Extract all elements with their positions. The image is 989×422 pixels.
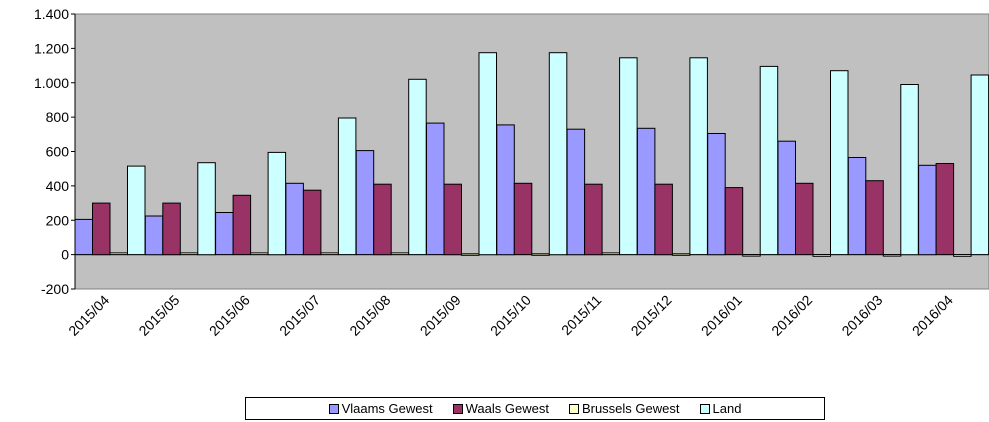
bar — [320, 252, 339, 256]
bar — [882, 254, 902, 257]
bar — [707, 133, 726, 256]
y-tick-label: 800 — [46, 109, 70, 125]
x-axis: 2015/04 2015/05 2015/06 2015/07 2015/08 2015/… — [65, 292, 956, 339]
x-tick-label: 2015/06 — [206, 292, 253, 339]
legend: Vlaams Gewest Waals Gewest Brussels Gewe… — [245, 397, 825, 420]
bar — [127, 165, 146, 256]
bar — [426, 122, 445, 256]
bar — [179, 252, 199, 256]
bar — [619, 57, 638, 256]
bar — [109, 252, 128, 256]
bar — [250, 252, 269, 256]
bar — [162, 202, 181, 256]
x-tick-label: 2015/10 — [487, 292, 534, 339]
bar — [566, 128, 586, 256]
bar — [812, 254, 831, 257]
x-tick-label: 2015/08 — [346, 292, 393, 339]
bar — [390, 252, 410, 256]
bar — [935, 163, 955, 256]
bar — [92, 202, 111, 256]
bar — [373, 183, 392, 256]
legend-item: Land — [699, 401, 742, 416]
y-tick-label: -200 — [41, 281, 69, 297]
legend-swatch-vlaams — [328, 403, 339, 414]
legend-swatch-waals — [452, 403, 463, 414]
bar — [918, 164, 937, 256]
bar — [724, 187, 744, 256]
legend-label-land: Land — [712, 401, 742, 416]
x-tick-label: 2015/11 — [558, 292, 605, 339]
bar — [144, 215, 164, 256]
bar — [531, 253, 550, 256]
legend-item: Vlaams Gewest — [328, 401, 433, 416]
bar — [970, 74, 989, 256]
bar — [197, 162, 216, 256]
bar — [232, 194, 252, 256]
y-tick-label: 400 — [46, 178, 70, 194]
bar — [408, 78, 427, 256]
bar — [496, 124, 515, 256]
bar — [654, 183, 673, 256]
bar — [443, 183, 462, 256]
bar — [689, 57, 708, 256]
bar — [847, 157, 867, 256]
x-tick-label: 2015/04 — [65, 292, 112, 339]
y-axis: -200 0 200 400 600 800 1.000 1.200 1.400 — [34, 6, 989, 297]
y-tick-label: 200 — [46, 212, 70, 228]
bar — [302, 189, 322, 256]
y-tick-label: 1.200 — [34, 40, 69, 56]
x-tick-label: 2015/05 — [135, 292, 182, 339]
legend-label-waals: Waals Gewest — [465, 401, 549, 416]
bar — [865, 180, 884, 256]
bar — [337, 117, 357, 256]
bar — [355, 150, 375, 256]
legend-label-vlaams: Vlaams Gewest — [341, 401, 433, 416]
legend-item: Waals Gewest — [452, 401, 549, 416]
bar — [636, 127, 656, 256]
x-tick-label: 2016/04 — [909, 292, 956, 339]
x-tick-label: 2016/02 — [768, 292, 815, 339]
bar — [267, 151, 287, 256]
x-tick-label: 2016/01 — [698, 292, 745, 339]
y-tick-label: 1.000 — [34, 75, 69, 91]
y-tick-label: 1.400 — [34, 6, 69, 22]
x-tick-label: 2015/09 — [417, 292, 464, 339]
legend-swatch-brussels — [568, 403, 579, 414]
legend-label-brussels: Brussels Gewest — [581, 401, 680, 416]
bar — [830, 70, 849, 256]
bars — [74, 52, 989, 257]
bar — [900, 84, 919, 256]
x-tick-label: 2015/07 — [276, 292, 323, 339]
x-tick-label: 2015/12 — [628, 292, 675, 339]
bar — [777, 140, 796, 256]
bar — [953, 254, 972, 257]
bar — [671, 253, 691, 256]
bar — [74, 218, 93, 256]
bar — [548, 52, 568, 256]
y-tick-label: 600 — [46, 144, 70, 160]
bar — [461, 253, 480, 256]
y-tick-label: 0 — [61, 247, 69, 263]
x-tick-label: 2016/03 — [838, 292, 885, 339]
bar — [759, 65, 779, 256]
bar — [584, 183, 603, 256]
bar — [795, 182, 814, 256]
legend-item: Brussels Gewest — [568, 401, 680, 416]
legend-swatch-land — [699, 403, 710, 414]
bar — [215, 212, 234, 256]
bar — [478, 52, 497, 256]
bar — [285, 182, 304, 256]
bar — [513, 182, 533, 256]
bar — [601, 252, 621, 256]
bar — [742, 254, 761, 257]
bar-chart: -200 0 200 400 600 800 1.000 1.200 1.400 2015/04… — [34, 6, 989, 339]
